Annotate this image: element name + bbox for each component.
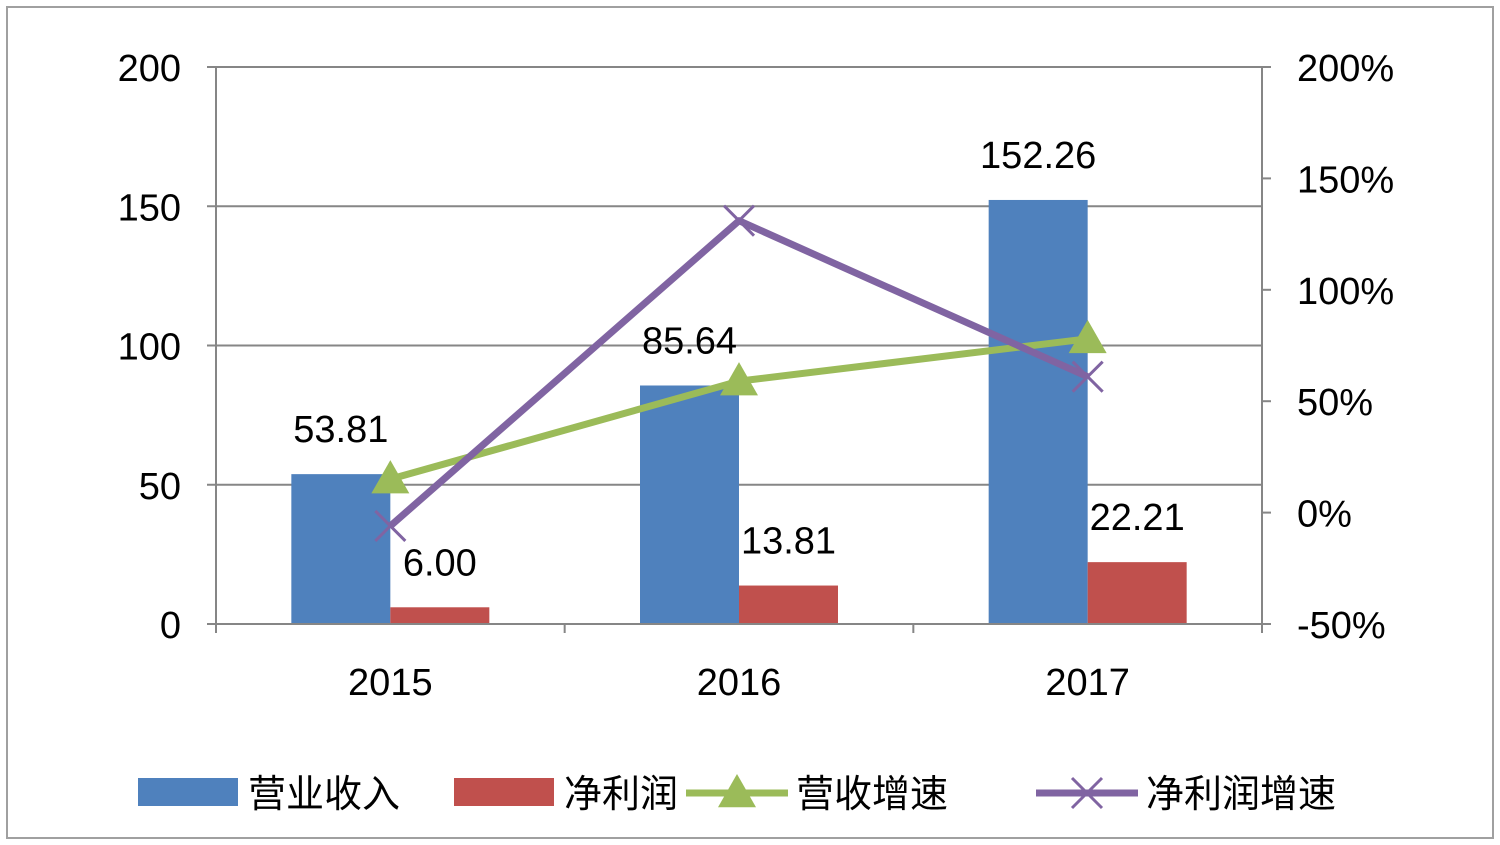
right-tick-label: 200% — [1297, 48, 1394, 90]
marker-净利润增速-2015 — [374, 509, 407, 543]
bar-marks — [291, 199, 1187, 624]
bar-营业收入-2015 — [291, 474, 391, 624]
data-label-营业收入-2016: 85.64 — [642, 320, 737, 362]
chart-border — [6, 6, 1494, 839]
data-label-净利润-2017: 22.21 — [1090, 497, 1185, 539]
bar-净利润-2016 — [739, 585, 838, 624]
x-tick-label-2017: 2017 — [1045, 662, 1130, 704]
legend-label-营收增速: 营收增速 — [796, 774, 948, 816]
left-tick-label: 200 — [118, 48, 181, 90]
data-label-净利润-2015: 6.00 — [403, 542, 477, 584]
marker-营收增速-2016 — [720, 362, 758, 396]
x-tick-label-2015: 2015 — [348, 662, 433, 704]
legend-label-营业收入: 营业收入 — [248, 774, 400, 816]
legend-label-净利润: 净利润 — [564, 774, 678, 816]
right-tick-label: 100% — [1297, 271, 1394, 313]
legend-label-净利润增速: 净利润增速 — [1146, 774, 1336, 816]
bar-净利润-2017 — [1087, 562, 1187, 624]
data-label-营业收入-2017: 152.26 — [980, 135, 1096, 177]
legend-swatch-净利润 — [454, 778, 554, 806]
marker-净利润增速-2017 — [1071, 360, 1104, 393]
right-tick-label: -50% — [1297, 605, 1386, 647]
marker-营收增速-2015 — [371, 460, 410, 494]
bar-营业收入-2016 — [640, 385, 739, 624]
left-tick-label: 150 — [118, 187, 181, 229]
right-tick-label: 0% — [1297, 494, 1352, 536]
data-label-营业收入-2015: 53.81 — [293, 409, 388, 451]
legend-marker-营收增速 — [718, 774, 756, 808]
left-tick-label: 100 — [118, 327, 181, 369]
legend-marker-净利润增速 — [1070, 776, 1104, 810]
bar-营业收入-2017 — [988, 199, 1088, 624]
right-tick-label: 50% — [1297, 382, 1373, 424]
legend-swatch-营业收入 — [138, 778, 238, 806]
left-tick-label: 50 — [139, 466, 181, 508]
marker-净利润增速-2016 — [722, 204, 756, 237]
data-labels: 53.81 85.64 152.26 6.00 13.81 22.21 — [293, 135, 1184, 584]
data-label-净利润-2016: 13.81 — [741, 521, 836, 563]
right-tick-label: 150% — [1297, 159, 1394, 201]
axes: 0 50 100 150 200 -50% 0% 50% 100% 150% 200% 2015 201… — [118, 48, 1395, 704]
bar-净利润-2015 — [390, 607, 490, 624]
left-tick-label: 0 — [160, 605, 181, 647]
marker-营收增速-2017 — [1068, 319, 1107, 354]
legend: 营业收入 净利润 营收增速 净利润增速 — [138, 774, 1336, 816]
x-tick-label-2016: 2016 — [697, 662, 782, 704]
line-marks — [371, 204, 1107, 543]
